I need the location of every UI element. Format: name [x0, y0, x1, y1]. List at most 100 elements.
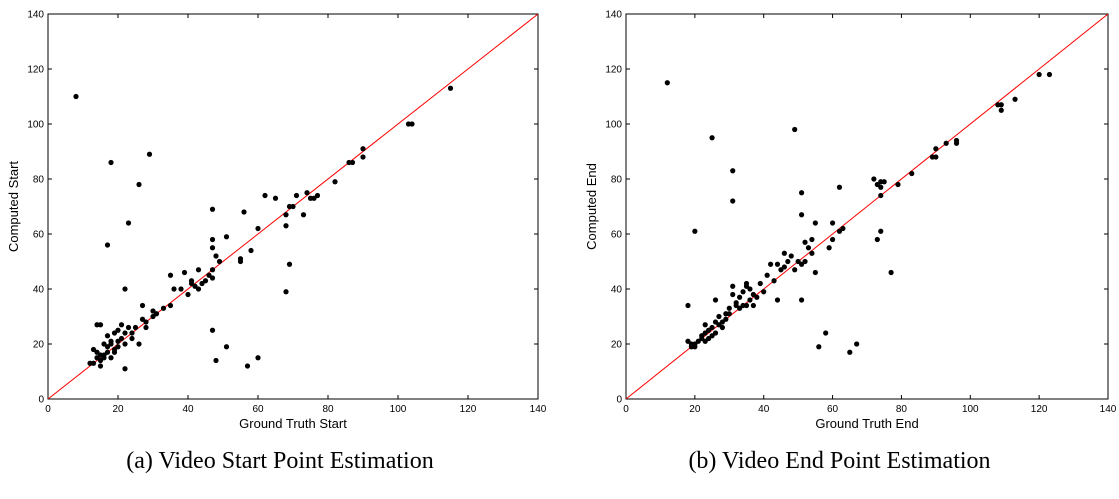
data-point: [836, 228, 843, 234]
data-point: [781, 250, 787, 256]
y-tick-label: 60: [33, 230, 45, 241]
data-point: [730, 168, 736, 174]
data-point: [874, 236, 880, 243]
data-point: [809, 236, 815, 243]
data-point: [300, 212, 307, 218]
data-point: [136, 341, 142, 347]
data-point: [237, 258, 244, 265]
y-axis-label: Computed End: [584, 163, 599, 250]
data-point: [181, 269, 188, 276]
data-point: [740, 289, 746, 295]
data-point: [122, 330, 128, 336]
data-point: [122, 366, 128, 372]
y-tick-label: 0: [38, 395, 44, 406]
data-point: [764, 272, 770, 278]
data-point: [115, 338, 121, 344]
data-point: [360, 154, 366, 160]
y-tick-label: 60: [611, 230, 623, 241]
data-point: [304, 190, 310, 196]
y-tick-label: 140: [27, 10, 44, 21]
data-point: [809, 250, 815, 256]
data-point: [255, 225, 261, 232]
data-point: [248, 247, 254, 254]
x-tick-label: 120: [460, 404, 477, 415]
data-point: [178, 286, 184, 292]
data-point: [118, 335, 125, 342]
data-point: [262, 192, 268, 199]
data-point: [774, 297, 781, 303]
chart-panel-start: 0 20 40 60 80 100 120 140 0 20 40 60 80 100 120 140 Grou…: [6, 10, 547, 475]
data-point: [118, 322, 125, 328]
x-tick-label: 40: [758, 404, 770, 415]
data-point: [150, 313, 156, 320]
data-point: [104, 333, 111, 339]
data-point: [723, 311, 729, 317]
data-point: [125, 324, 132, 331]
data-point: [195, 267, 202, 273]
y-tick-label: 140: [605, 10, 622, 21]
data-point: [283, 223, 289, 229]
chart-caption: (b) Video End Point Estimation: [688, 448, 991, 474]
data-point: [409, 121, 415, 127]
x-tick-label: 0: [623, 404, 629, 415]
data-point: [816, 344, 822, 350]
data-point: [878, 192, 884, 199]
data-point: [761, 289, 767, 295]
data-point: [153, 311, 160, 317]
data-point: [94, 355, 100, 361]
data-point: [94, 322, 100, 328]
data-point: [836, 184, 843, 190]
data-point: [847, 349, 853, 355]
data-point: [360, 146, 366, 152]
y-tick-label: 0: [616, 395, 622, 406]
x-tick-label: 20: [689, 404, 701, 415]
data-point: [167, 302, 174, 309]
data-point: [122, 286, 128, 292]
data-point: [139, 316, 146, 322]
y-tick-label: 100: [27, 120, 44, 131]
data-point: [111, 346, 118, 353]
axes-frame: [47, 13, 539, 400]
data-point: [209, 206, 216, 212]
data-point: [781, 264, 787, 270]
data-point: [730, 291, 736, 298]
data-point: [795, 258, 801, 265]
data-point: [737, 294, 743, 300]
data-point: [209, 236, 216, 243]
y-axis-label: Computed Start: [6, 161, 21, 252]
data-point: [812, 269, 818, 276]
data-point: [283, 289, 289, 295]
data-point: [750, 291, 756, 298]
data-point: [129, 330, 135, 336]
data-point: [733, 302, 739, 309]
x-tick-label: 60: [252, 404, 264, 415]
data-point: [101, 341, 107, 347]
data-point: [747, 297, 753, 303]
data-point: [206, 272, 212, 278]
data-point: [685, 338, 691, 344]
data-point: [768, 261, 774, 267]
data-point: [286, 261, 293, 267]
data-point: [143, 319, 149, 325]
y-tick-label: 120: [605, 65, 622, 76]
data-point: [108, 341, 114, 347]
data-point: [829, 220, 836, 226]
data-point: [743, 283, 750, 289]
data-point: [447, 85, 454, 91]
data-point: [1046, 71, 1053, 78]
data-point: [757, 280, 763, 287]
axes-frame: [625, 13, 1109, 400]
data-point: [685, 302, 691, 309]
x-axis-label: Ground Truth Start: [239, 416, 347, 431]
x-tick-label: 20: [112, 404, 124, 415]
plot-area: 0 20 40 60 80 100 120 140 0 20 40 60 80 100 120 140 Grou…: [6, 10, 547, 432]
data-point: [90, 346, 97, 353]
data-point: [125, 220, 132, 226]
data-point: [171, 286, 177, 292]
data-point: [160, 305, 167, 311]
data-point: [702, 322, 708, 328]
data-point: [115, 344, 121, 350]
data-point: [798, 190, 805, 196]
data-point: [146, 151, 153, 157]
data-point: [255, 355, 261, 361]
